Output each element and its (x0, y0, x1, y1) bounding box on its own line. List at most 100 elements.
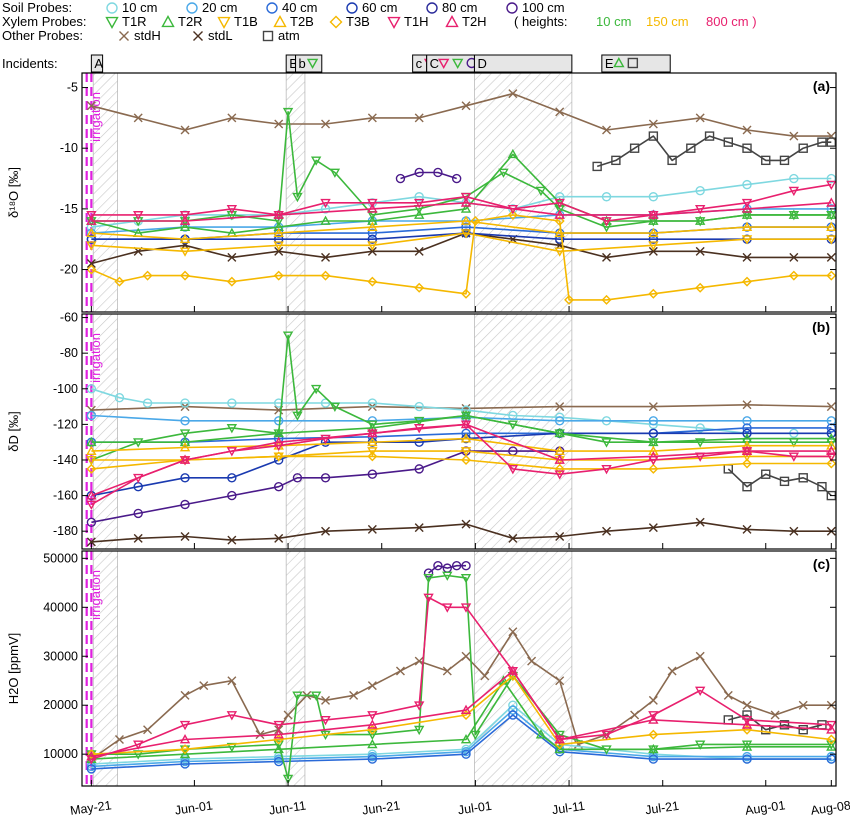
legend-xylem-marker (329, 15, 343, 29)
data-point (742, 252, 752, 262)
data-point (648, 450, 659, 461)
data-point (179, 215, 191, 225)
data-point (602, 125, 612, 135)
data-point (554, 463, 565, 474)
data-point (648, 234, 659, 244)
data-point (180, 532, 190, 542)
data-point (179, 233, 191, 244)
legend-xylem-label: T3B (346, 14, 370, 29)
data-point (742, 458, 753, 469)
data-point (226, 711, 238, 721)
data-point (508, 700, 518, 710)
data-point (789, 173, 799, 184)
data-point (367, 241, 378, 251)
x-tick-label: Jun-01 (174, 798, 214, 817)
data-point (414, 437, 424, 447)
data-point (461, 405, 471, 415)
data-point (180, 744, 191, 755)
legend-xylem-marker (273, 15, 287, 28)
data-point (826, 440, 836, 450)
x-tick-label: Jul-21 (644, 799, 680, 818)
data-point (601, 730, 612, 741)
series-line (91, 414, 832, 422)
data-point (273, 209, 284, 219)
data-point (320, 716, 331, 726)
y-tick-label: -10 (60, 141, 78, 155)
data-point (142, 398, 153, 408)
y-tick-label: -160 (53, 489, 78, 503)
data-point (742, 276, 753, 287)
data-point (273, 740, 284, 750)
data-point (367, 730, 378, 741)
irrigation-label: irrigation (88, 570, 103, 620)
data-point (742, 423, 752, 433)
data-point (508, 627, 518, 637)
data-point (273, 416, 284, 426)
data-point (414, 464, 424, 474)
data-point (826, 720, 836, 731)
data-point (554, 192, 565, 202)
data-point (367, 469, 378, 479)
data-point (741, 203, 753, 213)
incident-marker (451, 58, 464, 69)
y-tick-label: 20000 (43, 698, 78, 712)
data-point (741, 440, 753, 450)
data-point (826, 734, 836, 745)
incident-letter: c (416, 56, 423, 71)
data-point (527, 656, 537, 666)
data-point (442, 603, 453, 613)
data-point (817, 137, 827, 147)
data-point (601, 192, 612, 202)
series-line (91, 679, 832, 760)
data-point (554, 743, 565, 754)
data-point (648, 192, 659, 202)
data-point (788, 209, 800, 219)
panel-c: irrigation 10000 20000 30000 40000 50000 H2O [… (6, 550, 837, 787)
data-point (554, 734, 565, 744)
data-point (695, 282, 706, 293)
legend-other-label: stdL (208, 28, 233, 43)
shaded-period (285, 550, 306, 787)
data-point (367, 711, 378, 721)
incident-letter: C (430, 56, 439, 71)
incident-box (90, 54, 104, 73)
data-point (321, 695, 331, 705)
data-point (292, 691, 303, 701)
data-point (592, 161, 602, 172)
data-point (826, 741, 836, 751)
data-point (741, 716, 753, 726)
data-point (86, 749, 97, 760)
legend-soil-label: 40 cm (282, 0, 317, 15)
data-point (788, 452, 800, 462)
data-point (114, 392, 125, 403)
series-group (86, 560, 836, 785)
data-point (648, 416, 659, 426)
data-point (367, 234, 378, 244)
legend-xylem-label: T1R (122, 14, 147, 29)
panel-frame (81, 550, 837, 787)
legend-other-marker (119, 31, 129, 41)
data-point (367, 221, 378, 231)
data-point (826, 235, 836, 245)
data-point (667, 155, 677, 166)
series-line (91, 202, 832, 222)
data-point (320, 270, 331, 281)
data-point (648, 241, 659, 251)
data-point (507, 209, 518, 220)
legend-xylem-marker (217, 16, 231, 29)
data-point (460, 704, 472, 715)
series-line (91, 455, 832, 470)
data-point (554, 216, 565, 227)
data-point (367, 451, 378, 462)
data-point (686, 143, 696, 153)
data-point (826, 724, 836, 734)
y-tick-label: -60 (60, 311, 78, 325)
data-point (508, 705, 518, 715)
legend-soil-label: 10 cm (122, 0, 157, 15)
incident-letter: E (605, 56, 614, 71)
y-tick-label: -15 (60, 202, 78, 216)
data-point (227, 252, 237, 262)
data-point (460, 203, 472, 213)
data-point (114, 276, 125, 287)
